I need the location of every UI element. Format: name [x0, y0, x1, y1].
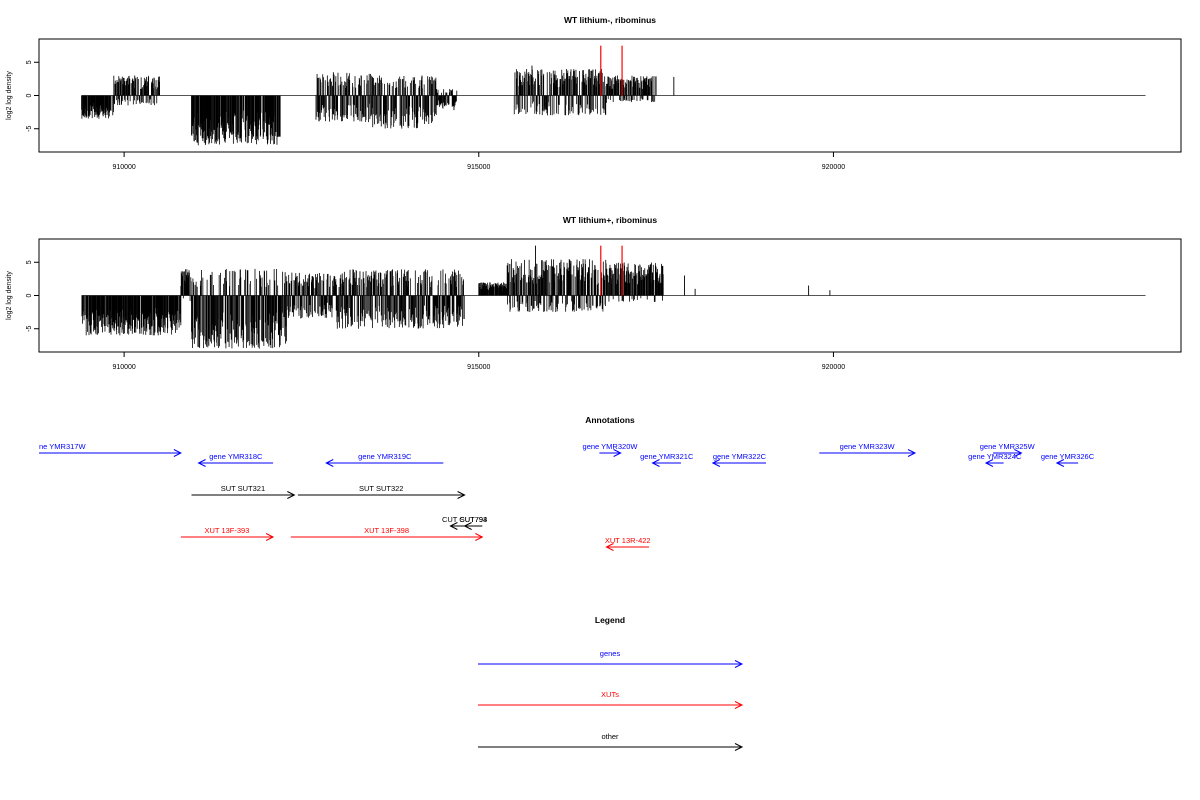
feature-label: gene YMR326C [1041, 452, 1095, 461]
feature-label: gene YMR324C [968, 452, 1022, 461]
legend: Legend genes XUTs other [478, 615, 744, 751]
panel-title: WT lithium+, ribominus [563, 215, 657, 225]
feature-arrow [599, 449, 622, 457]
annotations-title: Annotations [585, 415, 635, 425]
legend-title: Legend [595, 615, 625, 625]
feature-arrow [984, 459, 1004, 467]
feature-arrow [290, 533, 484, 541]
arrow-head [711, 459, 721, 467]
feature-arrow [463, 522, 483, 530]
feature-arrow [605, 543, 650, 551]
y-tick-label: -5 [26, 126, 33, 132]
arrow-head [173, 449, 182, 457]
annotations-track: Annotations ne YMR317W gene YMR318C gene Y… [39, 415, 1095, 551]
arrow-head [265, 533, 275, 541]
black-series [81, 65, 675, 146]
y-tick-label: -5 [26, 326, 33, 332]
feature-label: gene YMR322C [713, 452, 767, 461]
arrow-head [605, 543, 614, 551]
y-tick-label: 5 [26, 260, 33, 264]
feature-label: gene YMR321C [640, 452, 694, 461]
feature-arrow [993, 449, 1023, 457]
arrow-head [197, 459, 206, 467]
feature-arrow [180, 533, 275, 541]
feature-arrow [191, 491, 296, 499]
feature-label: XUT 13R-422 [605, 536, 651, 545]
black-series [81, 245, 831, 349]
y-axis-label: log2 log density [6, 71, 13, 120]
feature-label: gene YMR325W [980, 442, 1036, 451]
feature-label: SUT794 [460, 515, 488, 524]
feature-arrow [1055, 459, 1079, 467]
legend-arrow-xut [478, 701, 744, 709]
red-series [600, 45, 623, 96]
y-axis-label: log2 log density [6, 271, 13, 320]
arrow-head [475, 533, 484, 541]
feature-label: ne YMR317W [39, 442, 86, 451]
arrow-head [457, 491, 466, 499]
feature-arrow [197, 459, 274, 467]
arrow-head [1055, 459, 1065, 467]
feature-label: gene YMR318C [209, 452, 263, 461]
feature-arrow [819, 449, 917, 457]
feature-label: gene YMR319C [358, 452, 412, 461]
legend-label: XUTs [601, 690, 619, 699]
panel-title: WT lithium-, ribominus [564, 15, 656, 25]
feature-label: SUT SUT322 [359, 484, 403, 493]
arrow-head [734, 701, 744, 709]
coverage-panel-1: WT lithium-, ribominus log2 log density -5… [6, 15, 1182, 171]
x-tick-label: 920000 [822, 164, 845, 171]
arrow-head [1014, 449, 1023, 457]
feature-label: SUT SUT321 [221, 484, 265, 493]
x-tick-label: 910000 [112, 164, 135, 171]
y-tick-label: 5 [26, 60, 33, 64]
arrow-head [907, 449, 917, 457]
x-tick-label: 920000 [822, 364, 845, 371]
x-tick-label: 910000 [112, 364, 135, 371]
feature-label: CUT CUT793 [442, 515, 487, 524]
y-tick-label: 0 [26, 293, 33, 297]
feature-label: gene YMR323W [840, 442, 896, 451]
arrow-head [325, 459, 334, 467]
feature-label: gene YMR320W [583, 442, 639, 451]
feature-label: XUT 13F-398 [364, 526, 409, 535]
arrow-head [463, 522, 472, 530]
arrow-head [287, 491, 296, 499]
x-tick-label: 915000 [467, 364, 490, 371]
legend-arrow-other [478, 743, 744, 751]
coverage-panels: WT lithium-, ribominus log2 log density -5… [6, 15, 1182, 371]
legend-arrow-gene [478, 660, 744, 668]
feature-arrow [39, 449, 182, 457]
feature-arrow [325, 459, 444, 467]
arrow-head [613, 449, 622, 457]
legend-label: genes [600, 649, 621, 658]
y-tick-label: 0 [26, 93, 33, 97]
arrow-head [734, 660, 744, 668]
arrow-head [984, 459, 994, 467]
feature-arrow [297, 491, 466, 499]
arrow-head [651, 459, 660, 467]
arrow-head [449, 522, 458, 530]
legend-label: other [601, 732, 619, 741]
coverage-panel-2: WT lithium+, ribominus log2 log density -5… [6, 215, 1182, 371]
x-tick-label: 915000 [467, 164, 490, 171]
red-series [600, 245, 623, 296]
feature-arrow [651, 459, 681, 467]
feature-arrow [711, 459, 767, 467]
feature-label: XUT 13F-393 [205, 526, 250, 535]
arrow-head [734, 743, 744, 751]
